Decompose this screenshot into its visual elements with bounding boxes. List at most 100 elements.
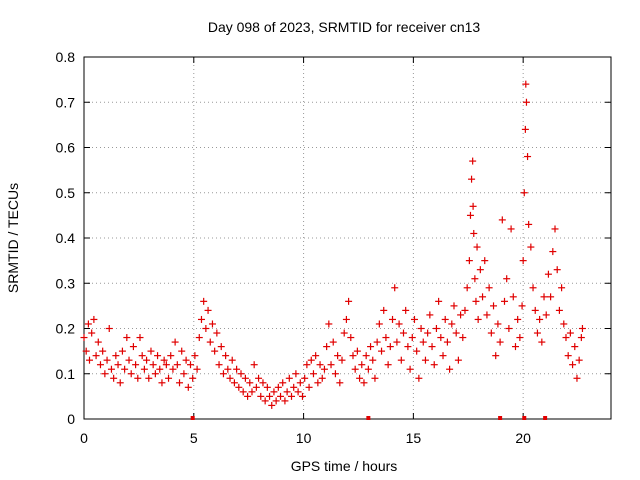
data-point: [250, 361, 258, 369]
data-point: [459, 334, 467, 342]
data-point: [522, 80, 530, 88]
data-point: [182, 356, 190, 364]
data-point: [132, 361, 140, 369]
data-point: [189, 374, 197, 382]
data-points: [80, 80, 586, 420]
data-point: [441, 315, 449, 323]
y-tick-label: 0.5: [56, 185, 76, 201]
data-point: [186, 361, 194, 369]
x-axis: 0 5 10 15 20: [80, 57, 531, 446]
data-point: [393, 338, 401, 346]
data-point: [263, 383, 271, 391]
data-point: [197, 315, 205, 323]
data-point: [470, 229, 478, 237]
data-point: [461, 306, 469, 314]
y-tick-label: 0.4: [56, 230, 76, 246]
data-point: [358, 361, 366, 369]
data-point: [487, 329, 495, 337]
data-point: [360, 379, 368, 387]
data-point: [424, 329, 432, 337]
data-point: [230, 379, 238, 387]
data-point: [507, 225, 515, 233]
data-point: [105, 325, 113, 332]
data-point: [391, 284, 399, 292]
data-point: [158, 379, 166, 387]
data-point: [84, 320, 92, 328]
data-point: [255, 374, 263, 382]
data-point: [202, 325, 210, 332]
data-point: [569, 361, 577, 369]
data-point: [472, 297, 480, 305]
data-point: [85, 356, 93, 364]
data-point: [334, 352, 342, 360]
data-point: [490, 302, 498, 310]
data-point: [178, 347, 186, 355]
data-point: [338, 356, 346, 364]
data-point: [454, 356, 462, 364]
data-point: [389, 315, 397, 323]
data-point: [237, 370, 245, 378]
data-point: [281, 397, 289, 405]
data-point: [415, 374, 423, 382]
y-tick-label: 0.2: [56, 321, 76, 337]
data-point: [314, 379, 322, 387]
data-point: [268, 401, 276, 409]
x-tick-label: 20: [515, 430, 531, 446]
data-point: [195, 334, 203, 342]
data-point: [525, 220, 533, 228]
data-point: [233, 365, 241, 373]
data-point: [542, 311, 550, 319]
data-point: [553, 266, 561, 274]
data-point: [215, 361, 223, 369]
data-point: [283, 388, 291, 396]
data-point: [127, 370, 135, 378]
data-point: [173, 361, 181, 369]
data-point: [564, 352, 572, 360]
data-point: [514, 315, 522, 323]
chart-title: Day 098 of 2023, SRMTID for receiver cn1…: [208, 19, 481, 35]
data-point: [410, 315, 418, 323]
data-point: [399, 329, 407, 337]
data-point: [527, 243, 535, 251]
data-point: [211, 347, 219, 355]
data-point: [298, 392, 306, 400]
zero-marker: [498, 416, 503, 420]
data-point: [266, 392, 274, 400]
data-point: [566, 329, 574, 337]
data-point: [279, 379, 287, 387]
data-point: [373, 338, 381, 346]
data-point: [369, 356, 377, 364]
data-point: [571, 343, 579, 351]
data-point: [261, 397, 269, 405]
data-point: [309, 370, 317, 378]
data-point: [446, 365, 454, 373]
data-point: [184, 383, 192, 391]
data-point: [435, 297, 443, 305]
data-point: [323, 343, 331, 351]
data-point: [82, 347, 90, 355]
data-point: [522, 98, 530, 106]
data-point: [171, 338, 179, 346]
data-point: [496, 338, 504, 346]
data-point: [501, 297, 509, 305]
data-point: [437, 334, 445, 342]
data-point: [336, 379, 344, 387]
data-point: [140, 365, 148, 373]
data-point: [235, 383, 243, 391]
data-point: [125, 356, 133, 364]
data-point: [176, 379, 184, 387]
data-point: [473, 243, 481, 251]
data-point: [90, 315, 98, 323]
data-point: [469, 157, 477, 165]
data-point: [246, 379, 254, 387]
data-point: [519, 257, 527, 265]
data-point: [99, 347, 107, 355]
data-point: [471, 275, 479, 283]
grid: [84, 57, 611, 419]
data-point: [448, 320, 456, 328]
y-tick-label: 0.3: [56, 275, 76, 291]
data-point: [114, 361, 122, 369]
data-point: [481, 257, 489, 265]
data-point: [219, 370, 227, 378]
data-point: [347, 334, 355, 342]
